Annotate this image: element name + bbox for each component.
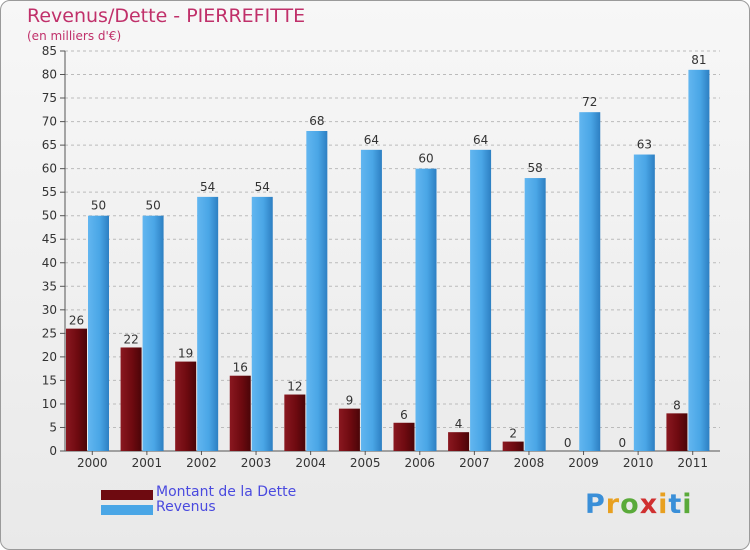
x-tick-label: 2005: [350, 456, 381, 470]
legend-label-revenus: Revenus: [156, 499, 216, 515]
bar-dette: [448, 432, 470, 451]
logo-letter: P: [585, 489, 606, 520]
y-tick-label: 75: [42, 91, 57, 105]
data-label-dette: 6: [400, 408, 408, 422]
data-label-dette: 16: [233, 361, 248, 375]
data-label-dette: 22: [123, 332, 138, 346]
legend-swatch-dette: [101, 490, 153, 500]
bar-revenus: [251, 196, 273, 451]
data-label-dette: 2: [509, 427, 517, 441]
data-label-revenus: 72: [582, 95, 597, 109]
data-label-revenus: 64: [364, 133, 379, 147]
y-tick-label: 15: [42, 373, 57, 387]
y-tick-label: 20: [42, 350, 57, 364]
logo-letter: x: [639, 489, 659, 520]
x-tick-label: 2004: [295, 456, 326, 470]
data-label-revenus: 68: [309, 114, 324, 128]
data-label-dette: 9: [346, 394, 354, 408]
bar-dette: [229, 375, 251, 451]
bar-revenus: [415, 168, 437, 451]
data-label-dette: 26: [69, 314, 84, 328]
data-label-dette: 0: [564, 436, 572, 450]
x-tick-label: 2011: [677, 456, 708, 470]
logo-letter: i: [658, 489, 669, 520]
logo-letter: o: [620, 489, 640, 520]
bar-revenus: [688, 69, 710, 451]
bar-revenus: [197, 196, 219, 451]
bar-dette: [502, 441, 524, 451]
bar-revenus: [88, 215, 109, 451]
data-label-dette: 0: [619, 436, 627, 450]
data-label-revenus: 64: [473, 133, 488, 147]
legend-swatch-revenus: [101, 505, 153, 515]
data-label-revenus: 81: [691, 53, 706, 67]
y-tick-label: 10: [42, 397, 57, 411]
logo-letter: t: [668, 489, 683, 520]
y-tick-label: 0: [49, 444, 57, 458]
y-tick-label: 60: [42, 162, 57, 176]
data-label-dette: 4: [455, 417, 463, 431]
bar-dette: [66, 328, 87, 451]
bar-revenus: [470, 149, 492, 451]
y-tick-label: 25: [42, 326, 57, 340]
data-label-dette: 19: [178, 347, 193, 361]
x-tick-label: 2010: [623, 456, 654, 470]
bar-dette: [666, 413, 688, 451]
y-tick-label: 85: [42, 44, 57, 58]
bar-revenus: [524, 178, 546, 451]
bar-dette: [284, 394, 306, 451]
x-tick-label: 2000: [77, 456, 108, 470]
chart-title: Revenus/Dette - PIERREFITTE: [27, 5, 306, 27]
x-tick-label: 2006: [405, 456, 436, 470]
logo-letter: r: [605, 489, 621, 520]
bar-revenus: [633, 154, 655, 451]
bar-revenus: [142, 215, 164, 451]
bar-revenus: [306, 131, 328, 451]
data-label-dette: 8: [673, 398, 681, 412]
y-tick-label: 35: [42, 279, 57, 293]
x-tick-label: 2007: [459, 456, 490, 470]
y-tick-label: 55: [42, 185, 57, 199]
bar-dette: [393, 422, 415, 451]
data-label-revenus: 50: [145, 199, 160, 213]
y-tick-label: 80: [42, 68, 57, 82]
proxiti-logo: Proxiti: [585, 489, 693, 520]
data-label-revenus: 54: [200, 180, 215, 194]
y-tick-label: 30: [42, 303, 57, 317]
bar-dette: [120, 347, 142, 451]
data-label-revenus: 60: [418, 152, 433, 166]
y-tick-label: 5: [49, 420, 57, 434]
data-label-revenus: 58: [528, 161, 543, 175]
y-tick-label: 65: [42, 138, 57, 152]
logo-letter: i: [682, 489, 693, 520]
y-tick-label: 70: [42, 115, 57, 129]
y-tick-label: 40: [42, 256, 57, 270]
legend-label-dette: Montant de la Dette: [156, 484, 297, 500]
x-tick-label: 2009: [568, 456, 599, 470]
y-tick-label: 45: [42, 232, 57, 246]
bar-dette: [175, 361, 197, 451]
x-tick-label: 2003: [241, 456, 272, 470]
bar-revenus: [579, 112, 601, 452]
chart-subtitle: (en milliers d'€): [27, 29, 122, 43]
x-tick-label: 2002: [186, 456, 217, 470]
y-tick-label: 50: [42, 209, 57, 223]
data-label-revenus: 50: [91, 199, 106, 213]
x-tick-label: 2008: [514, 456, 545, 470]
bar-revenus: [360, 149, 382, 451]
x-tick-label: 2001: [132, 456, 163, 470]
data-label-dette: 12: [287, 380, 302, 394]
bar-dette: [338, 408, 360, 451]
data-label-revenus: 54: [255, 180, 270, 194]
data-label-revenus: 63: [637, 138, 652, 152]
